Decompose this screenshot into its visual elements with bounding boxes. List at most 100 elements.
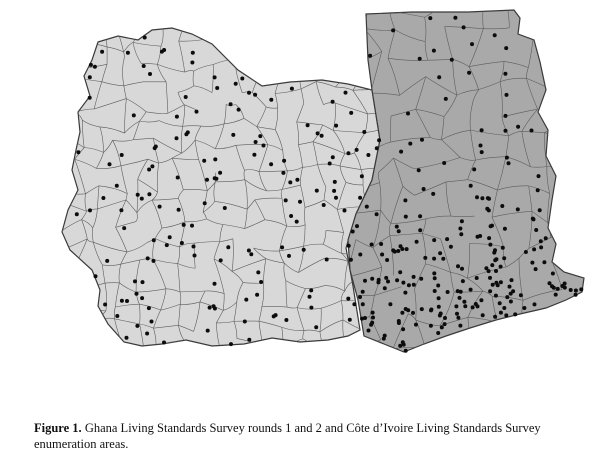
district-boundary [505, 257, 520, 268]
enumeration-area-point [370, 310, 375, 315]
district-boundary [132, 120, 140, 140]
district-boundary [361, 167, 380, 170]
enumeration-area-point [493, 248, 497, 253]
district-boundary [99, 126, 104, 153]
district-boundary [348, 10, 350, 33]
district-boundary [97, 185, 100, 209]
enumeration-area-point [327, 161, 332, 166]
enumeration-area-point [125, 50, 130, 55]
district-boundary [213, 241, 220, 259]
district-boundary [425, 76, 457, 96]
enumeration-area-point [467, 70, 472, 75]
enumeration-area-point [107, 162, 112, 167]
district-boundary [178, 325, 194, 332]
enumeration-area-point [233, 81, 238, 86]
district-boundary [74, 147, 85, 160]
enumeration-area-point [550, 284, 554, 289]
enumeration-area-point [420, 137, 424, 142]
district-boundary [278, 42, 283, 61]
enumeration-area-point [462, 299, 467, 304]
district-boundary [185, 218, 207, 223]
enumeration-area-point [438, 311, 443, 316]
district-boundary [585, 165, 587, 187]
district-boundary [393, 157, 415, 170]
district-boundary [115, 282, 120, 308]
enumeration-area-point [92, 64, 97, 69]
district-boundary [135, 212, 138, 222]
district-boundary [217, 28, 224, 44]
enumeration-area-point [202, 201, 207, 206]
enumeration-area-point [408, 141, 413, 146]
district-boundary [378, 172, 380, 183]
district-boundary [258, 144, 269, 172]
district-boundary [62, 42, 63, 67]
enumeration-area-point [101, 196, 106, 200]
district-boundary [500, 77, 527, 82]
enumeration-area-point [509, 278, 514, 283]
enumeration-area-point [141, 64, 146, 68]
district-boundary [62, 290, 65, 312]
enumeration-area-point [236, 107, 241, 112]
enumeration-area-point [492, 33, 497, 38]
enumeration-area-point [406, 111, 410, 116]
district-boundary [348, 32, 351, 68]
district-boundary [551, 339, 584, 349]
district-boundary [253, 247, 280, 252]
district-boundary [151, 199, 163, 229]
enumeration-area-point [458, 323, 463, 328]
enumeration-area-point [355, 224, 359, 229]
enumeration-area-point [511, 289, 516, 294]
enumeration-area-point [307, 294, 312, 299]
district-boundary [244, 219, 266, 229]
enumeration-area-point [324, 257, 329, 262]
district-boundary [151, 192, 158, 201]
district-boundary [281, 327, 284, 346]
enumeration-area-point [294, 219, 299, 224]
enumeration-area-point [314, 188, 319, 193]
enumeration-area-point [100, 49, 105, 54]
district-boundary [573, 321, 584, 349]
district-boundary [439, 292, 455, 327]
enumeration-area-point [135, 323, 140, 328]
district-boundary [367, 10, 390, 12]
district-boundary [339, 165, 347, 183]
enumeration-area-point [167, 235, 172, 240]
district-boundary [298, 141, 314, 145]
enumeration-area-point [369, 322, 374, 327]
district-boundary [106, 46, 124, 53]
enumeration-area-point [370, 276, 375, 281]
enumeration-area-point [114, 183, 119, 188]
district-boundary [223, 301, 237, 311]
district-boundary [443, 94, 458, 117]
enumeration-area-point [151, 258, 156, 263]
district-boundary [354, 152, 362, 170]
enumeration-area-point [459, 219, 464, 224]
enumeration-area-point [419, 276, 424, 281]
district-boundary [528, 185, 533, 212]
enumeration-area-point [442, 322, 447, 327]
enumeration-area-point [192, 253, 197, 258]
district-boundary [279, 245, 304, 252]
district-boundary [340, 291, 345, 301]
district-boundary [216, 320, 235, 324]
enumeration-area-point [485, 206, 490, 211]
district-boundary [471, 89, 479, 106]
district-boundary [414, 288, 417, 321]
district-boundary [392, 313, 409, 349]
district-boundary [267, 144, 283, 151]
district-boundary [424, 41, 429, 61]
enumeration-area-point [431, 48, 436, 53]
district-boundary [256, 126, 276, 130]
enumeration-area-point [314, 325, 319, 330]
district-boundary [264, 219, 287, 227]
district-boundary [450, 272, 455, 293]
district-boundary [219, 224, 224, 242]
district-boundary [424, 17, 427, 42]
district-boundary [560, 63, 563, 95]
district-boundary [296, 307, 322, 310]
district-boundary [560, 84, 584, 95]
enumeration-area-point [404, 247, 409, 252]
district-boundary [126, 347, 144, 353]
district-boundary [528, 185, 550, 194]
district-boundary [256, 106, 267, 127]
